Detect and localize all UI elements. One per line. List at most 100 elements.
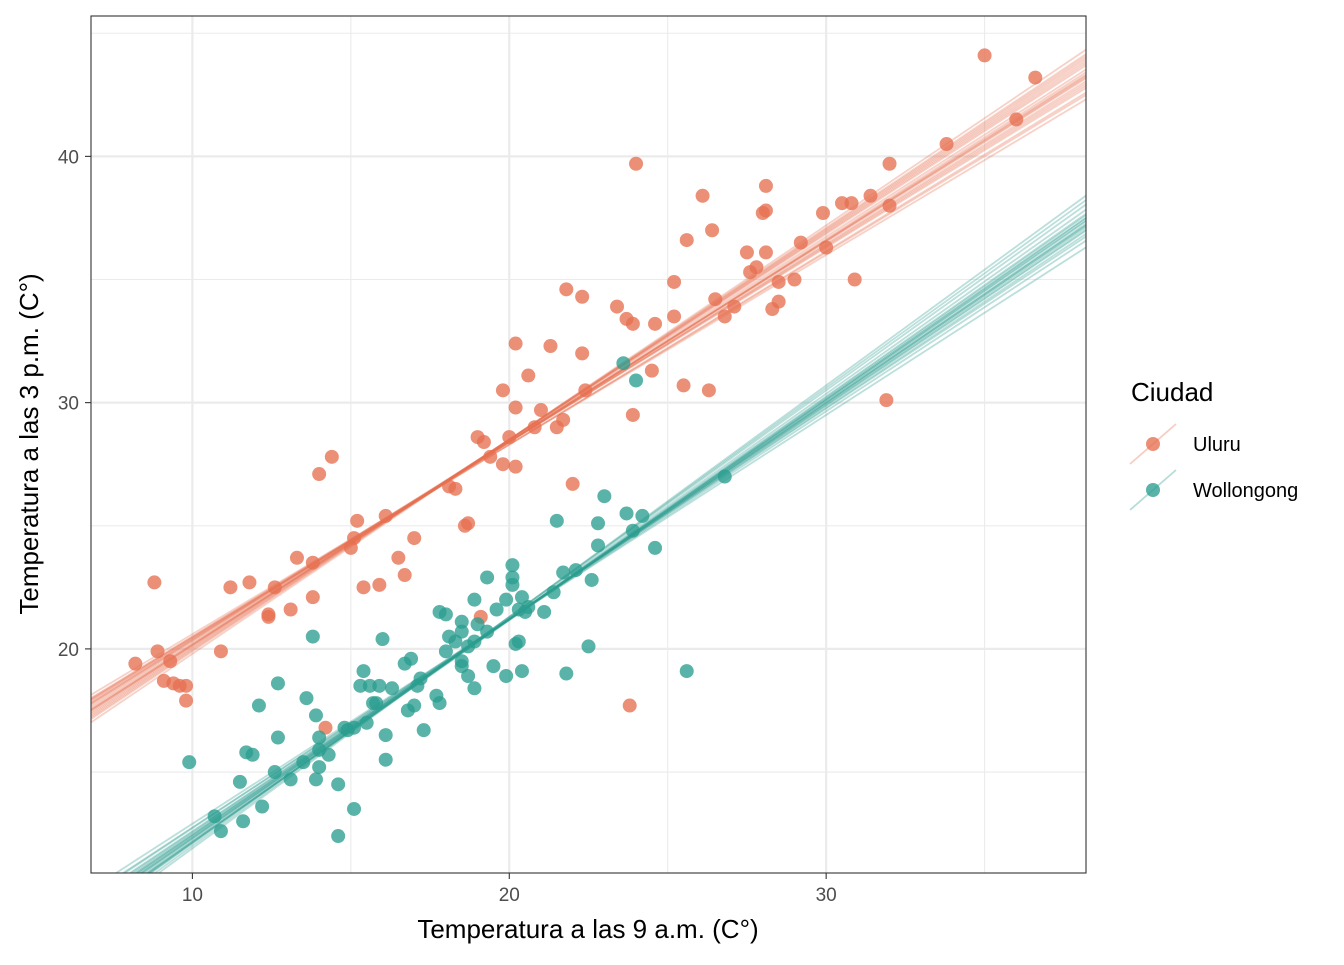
point-uluru bbox=[771, 294, 786, 309]
point-wollongong bbox=[251, 698, 266, 713]
point-uluru bbox=[648, 316, 663, 331]
point-wollongong bbox=[537, 604, 552, 619]
y-axis-title: Temperatura a las 3 p.m. (C°) bbox=[14, 273, 44, 614]
point-wollongong bbox=[375, 632, 390, 647]
plot-panel-border bbox=[90, 15, 1087, 874]
point-wollongong bbox=[182, 755, 197, 770]
point-wollongong bbox=[480, 624, 495, 639]
point-uluru bbox=[347, 531, 362, 546]
point-uluru bbox=[213, 644, 228, 659]
point-uluru bbox=[815, 206, 830, 221]
regression-line-wollongong bbox=[132, 228, 1086, 873]
point-uluru bbox=[495, 457, 510, 472]
point-uluru bbox=[727, 299, 742, 314]
point-uluru bbox=[312, 467, 327, 482]
data-points bbox=[128, 48, 1043, 844]
point-wollongong bbox=[312, 730, 327, 745]
point-wollongong bbox=[499, 592, 514, 607]
point-uluru bbox=[476, 435, 491, 450]
point-uluru bbox=[787, 272, 802, 287]
plot-panel-background bbox=[91, 16, 1086, 873]
x-tick-label: 10 bbox=[182, 885, 203, 906]
regression-line-wollongong bbox=[148, 208, 1086, 873]
point-uluru bbox=[701, 383, 716, 398]
point-uluru bbox=[372, 577, 387, 592]
point-uluru bbox=[625, 407, 640, 422]
regression-line-wollongong bbox=[134, 226, 1086, 873]
point-wollongong bbox=[331, 829, 346, 844]
point-wollongong bbox=[296, 755, 311, 770]
point-wollongong bbox=[213, 824, 228, 839]
point-wollongong bbox=[584, 572, 599, 587]
point-wollongong bbox=[467, 592, 482, 607]
x-tick-label: 20 bbox=[499, 885, 520, 906]
regression-line-uluru bbox=[91, 98, 1086, 696]
point-uluru bbox=[559, 282, 574, 297]
point-wollongong bbox=[549, 513, 564, 528]
point-uluru bbox=[521, 368, 536, 383]
point-wollongong bbox=[299, 691, 314, 706]
point-wollongong bbox=[432, 696, 447, 711]
y-tick-label: 20 bbox=[58, 640, 79, 661]
regression-line-wollongong bbox=[136, 224, 1086, 873]
y-tick-label: 30 bbox=[58, 394, 79, 415]
point-wollongong bbox=[255, 799, 270, 814]
point-wollongong bbox=[283, 772, 298, 787]
point-uluru bbox=[847, 272, 862, 287]
point-uluru bbox=[179, 678, 194, 693]
regression-line-wollongong bbox=[147, 212, 1086, 873]
point-uluru bbox=[610, 299, 625, 314]
point-wollongong bbox=[347, 801, 362, 816]
point-uluru bbox=[407, 531, 422, 546]
point-uluru bbox=[1028, 70, 1043, 85]
point-uluru bbox=[543, 338, 558, 353]
regression-line-wollongong bbox=[145, 217, 1086, 873]
point-uluru bbox=[882, 198, 897, 213]
legend-label-uluru: Uluru bbox=[1193, 434, 1241, 456]
point-wollongong bbox=[581, 639, 596, 654]
point-wollongong bbox=[416, 723, 431, 738]
point-uluru bbox=[147, 575, 162, 590]
x-axis-ticks: 10 20 30 bbox=[182, 873, 837, 906]
regression-line-wollongong bbox=[149, 203, 1086, 873]
point-uluru bbox=[667, 274, 682, 289]
point-uluru bbox=[483, 449, 498, 464]
point-uluru bbox=[397, 568, 412, 583]
point-uluru bbox=[261, 607, 276, 622]
point-wollongong bbox=[505, 577, 520, 592]
point-uluru bbox=[533, 403, 548, 418]
point-uluru bbox=[1009, 112, 1024, 127]
point-uluru bbox=[223, 580, 238, 595]
point-wollongong bbox=[470, 617, 485, 632]
legend-label-wollongong: Wollongong bbox=[1193, 480, 1298, 502]
point-wollongong bbox=[308, 772, 323, 787]
regression-line-wollongong bbox=[153, 199, 1086, 873]
regression-line-wollongong bbox=[135, 224, 1086, 873]
point-wollongong bbox=[679, 664, 694, 679]
point-uluru bbox=[644, 363, 659, 378]
point-uluru bbox=[508, 400, 523, 415]
point-wollongong bbox=[635, 508, 650, 523]
point-wollongong bbox=[378, 752, 393, 767]
point-uluru bbox=[242, 575, 257, 590]
point-uluru bbox=[667, 309, 682, 324]
minor-gridlines bbox=[91, 16, 1086, 873]
point-wollongong bbox=[438, 644, 453, 659]
point-wollongong bbox=[480, 570, 495, 585]
point-uluru bbox=[508, 336, 523, 351]
point-uluru bbox=[378, 508, 393, 523]
point-uluru bbox=[391, 550, 406, 565]
legend-key-point bbox=[1146, 483, 1160, 497]
point-uluru bbox=[508, 459, 523, 474]
point-wollongong bbox=[619, 506, 634, 521]
point-uluru bbox=[556, 412, 571, 427]
point-wollongong bbox=[369, 696, 384, 711]
point-uluru bbox=[882, 156, 897, 171]
point-wollongong bbox=[308, 708, 323, 723]
point-uluru bbox=[565, 476, 580, 491]
point-wollongong bbox=[511, 634, 526, 649]
point-wollongong bbox=[347, 720, 362, 735]
point-uluru bbox=[527, 420, 542, 435]
point-wollongong bbox=[461, 668, 476, 683]
point-uluru bbox=[708, 292, 723, 307]
